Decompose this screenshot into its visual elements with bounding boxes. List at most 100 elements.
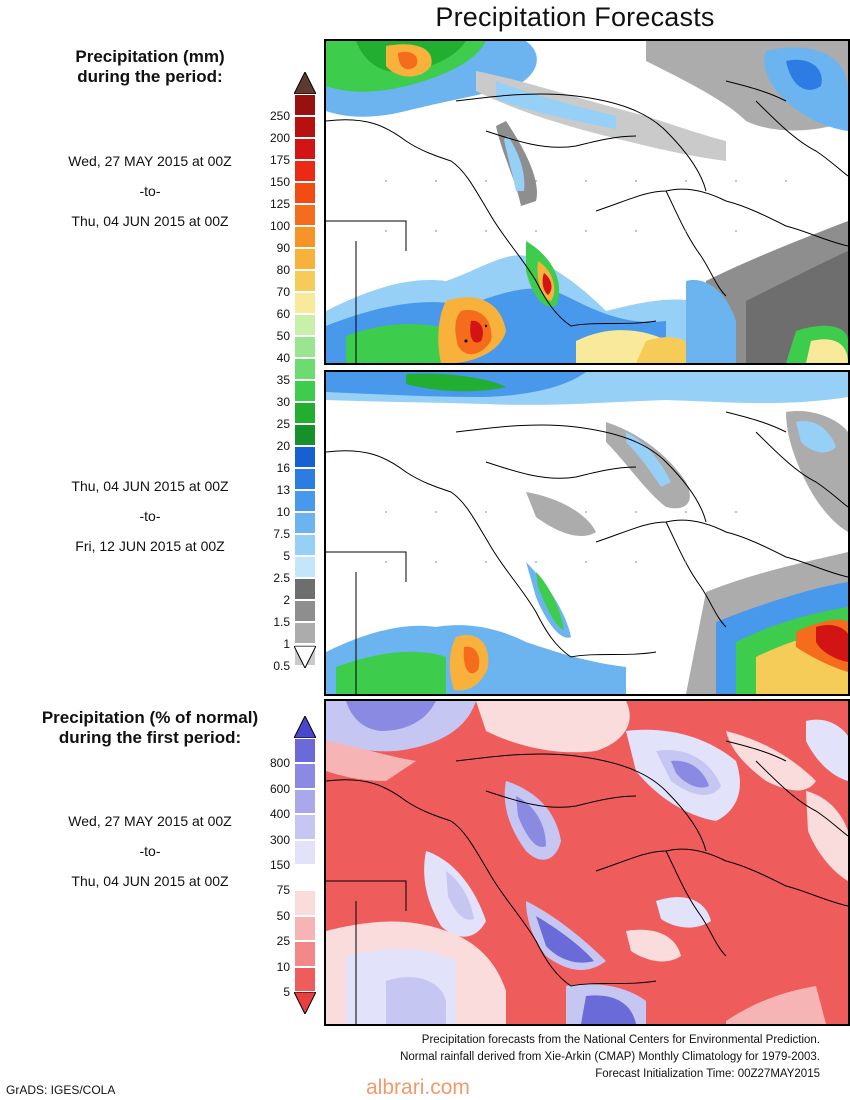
- mm-scale-label: 40: [276, 351, 290, 365]
- mm-scale-label: 10: [276, 505, 290, 519]
- mm-scale-label: 1: [283, 637, 290, 651]
- mm-scale-label: 30: [276, 395, 290, 409]
- mm-scale-bin: [294, 292, 316, 314]
- mm-scale-bin: [294, 336, 316, 358]
- mm-scale-bin: [294, 578, 316, 600]
- pct-title-line-2: during the first period:: [58, 728, 242, 747]
- pct-scale-bin: [294, 865, 316, 891]
- footer-line-2: Normal rainfall derived from Xie-Arkin (…: [400, 1051, 820, 1063]
- mm-scale-label: 90: [276, 241, 290, 255]
- mm-scale-bin: [294, 424, 316, 446]
- period-2-end: Fri, 12 JUN 2015 at 00Z: [75, 538, 225, 554]
- scale-top-arrow: [294, 716, 316, 738]
- mm-scale-label: 125: [269, 197, 290, 211]
- period-2-start: Thu, 04 JUN 2015 at 00Z: [71, 478, 229, 494]
- mm-scale-bin: [294, 182, 316, 204]
- pct-scale-label: 300: [269, 832, 290, 847]
- pct-scale-bin: [294, 814, 316, 840]
- period-3-start: Wed, 27 MAY 2015 at 00Z: [68, 813, 232, 829]
- precip-mm-color-scale: 250 200 175 150 125 100 90 80 70 60 50 40 35 30 25 20 16…: [268, 72, 318, 672]
- mm-scale-bin: [294, 314, 316, 336]
- pct-scale-bin: [294, 915, 316, 942]
- pct-scale-label: 600: [269, 781, 290, 796]
- mm-scale-bin: [294, 490, 316, 512]
- pct-scale-label: 50: [276, 908, 290, 923]
- precip-percent-map-svg: [326, 701, 848, 1024]
- mm-scale-bin: [294, 534, 316, 556]
- mm-scale-label: 0.5: [273, 659, 290, 673]
- pct-scale-bin: [294, 966, 316, 992]
- precip-percent-color-scale: 800 600 400 300 150 75 50 25 10 5: [268, 716, 318, 1014]
- mm-scale-label: 16: [276, 461, 290, 475]
- mm-scale-bin: [294, 468, 316, 490]
- mm-scale-bin: [294, 622, 316, 644]
- mm-scale-label: 70: [276, 285, 290, 299]
- mm-scale-bin: [294, 380, 316, 402]
- scale-bottom-arrow: [294, 992, 316, 1014]
- mm-scale-label: 25: [276, 417, 290, 431]
- mm-scale-bin: [294, 446, 316, 468]
- grads-credit: GrADS: IGES/COLA: [6, 1083, 116, 1097]
- period-2-dates: Thu, 04 JUN 2015 at 00Z -to- Fri, 12 JUN…: [30, 471, 270, 561]
- period-3-end: Thu, 04 JUN 2015 at 00Z: [71, 873, 229, 889]
- mm-scale-bin: [294, 402, 316, 424]
- mm-scale-bin: [294, 226, 316, 248]
- mm-scale-label: 2.5: [273, 571, 290, 585]
- pct-scale-bin: [294, 738, 316, 764]
- precip-map-2-svg: [326, 372, 848, 694]
- mm-scale-bin: [294, 270, 316, 292]
- mm-scale-label: 150: [269, 175, 290, 189]
- pct-scale-label: 75: [276, 883, 290, 898]
- watermark: albrari.com: [366, 1076, 470, 1099]
- mm-scale-bin: [294, 512, 316, 534]
- mm-scale-label: 5: [283, 549, 290, 563]
- period-2-to: -to-: [139, 508, 161, 524]
- period-3-dates: Wed, 27 MAY 2015 at 00Z -to- Thu, 04 JUN…: [30, 806, 270, 896]
- mm-scale-bin: [294, 358, 316, 380]
- precip-map-period-2: [324, 370, 850, 696]
- mm-scale-label: 200: [269, 131, 290, 145]
- mm-scale-label: 100: [269, 219, 290, 233]
- mm-scale-bin: [294, 160, 316, 182]
- mm-scale-bin: [294, 138, 316, 160]
- page-title: Precipitation Forecasts: [435, 2, 715, 32]
- mm-scale-label: 20: [276, 439, 290, 453]
- period-1-end: Thu, 04 JUN 2015 at 00Z: [71, 213, 229, 229]
- mm-title-line-2: during the period:: [77, 67, 223, 86]
- footer-notes: Precipitation forecasts from the Nationa…: [400, 1032, 820, 1083]
- mm-scale-label: 7.5: [273, 527, 290, 541]
- pct-scale-label: 150: [269, 858, 290, 872]
- pct-scale-bin: [294, 941, 316, 967]
- pct-scale-label: 25: [276, 934, 290, 949]
- footer-line-3: Forecast Initialization Time: 00Z27MAY20…: [595, 1068, 820, 1080]
- pct-section-title: Precipitation (% of normal) during the f…: [30, 708, 270, 748]
- mm-scale-bin: [294, 94, 316, 116]
- mm-scale-label: 2: [283, 593, 290, 607]
- mm-scale-label: 175: [269, 153, 290, 167]
- mm-scale-bin: [294, 116, 316, 138]
- mm-scale-label: 80: [276, 263, 290, 277]
- period-1-to: -to-: [139, 183, 161, 199]
- mm-scale-bin: [294, 248, 316, 270]
- pct-scale-bin: [294, 788, 316, 815]
- pct-title-line-1: Precipitation (% of normal): [41, 708, 259, 727]
- mm-scale-label: 60: [276, 307, 290, 321]
- mm-scale-label: 35: [276, 373, 290, 387]
- footer-line-1: Precipitation forecasts from the Nationa…: [421, 1034, 820, 1046]
- pct-scale-bin: [294, 839, 316, 865]
- period-3-to: -to-: [139, 843, 161, 859]
- pct-scale-label: 400: [269, 807, 290, 822]
- pct-scale-bin: [294, 763, 316, 789]
- mm-scale-bin: [294, 204, 316, 226]
- period-1-start: Wed, 27 MAY 2015 at 00Z: [68, 153, 232, 169]
- pct-scale-label: 5: [283, 985, 290, 999]
- mm-scale-label: 250: [269, 109, 290, 123]
- pct-scale-bin: [294, 890, 316, 916]
- pct-scale-label: 800: [269, 756, 290, 771]
- precip-map-period-1: [324, 39, 850, 365]
- mm-scale-label: 50: [276, 329, 290, 343]
- mm-title-line-1: Precipitation (mm): [75, 47, 225, 66]
- precip-map-1-svg: [326, 41, 848, 363]
- period-1-dates: Wed, 27 MAY 2015 at 00Z -to- Thu, 04 JUN…: [30, 146, 270, 236]
- scale-bottom-arrow: [294, 646, 316, 668]
